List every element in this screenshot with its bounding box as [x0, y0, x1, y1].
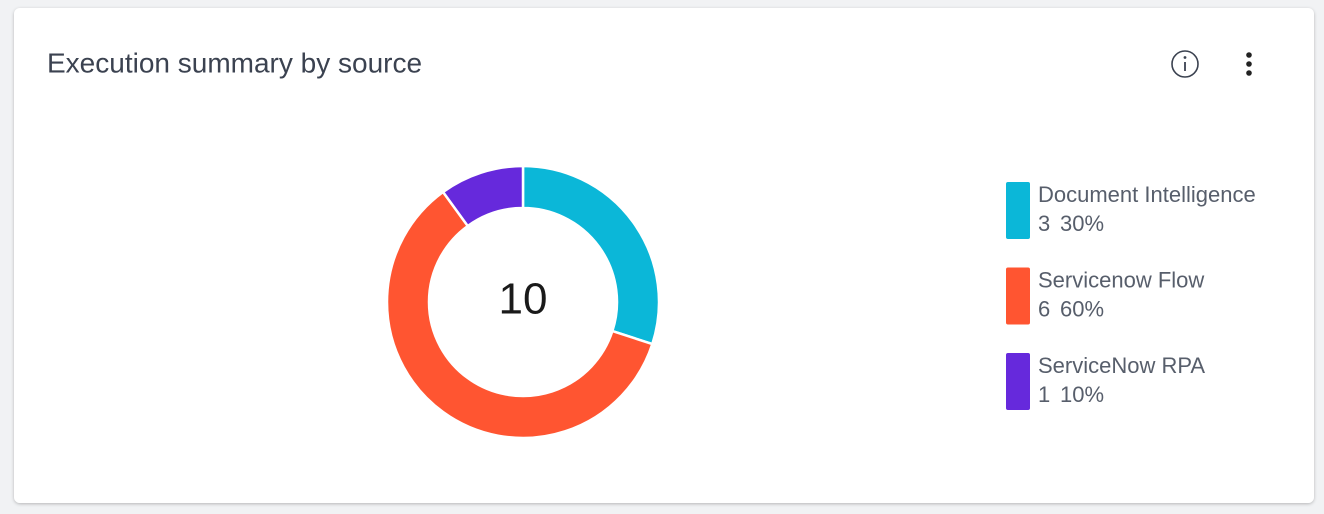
donut-slice — [441, 164, 525, 228]
card — [14, 8, 1314, 503]
donut-slice — [521, 164, 661, 346]
info-button[interactable] — [1171, 50, 1199, 78]
menu-dot — [1246, 52, 1252, 58]
legend: Document Intelligence 3 30% Servicenow Flow… — [1006, 182, 1256, 410]
menu-dot — [1246, 61, 1252, 67]
info-dot — [1183, 56, 1187, 59]
donut-total: 10 — [499, 275, 548, 324]
info-icon — [1171, 50, 1199, 78]
menu-dot — [1246, 70, 1252, 76]
legend-swatch — [1006, 182, 1030, 239]
legend-value: 1 — [1038, 382, 1050, 407]
legend-share: 10% — [1060, 382, 1104, 407]
legend-value: 6 — [1038, 296, 1050, 321]
legend-value: 3 — [1038, 211, 1050, 236]
donut — [385, 164, 661, 440]
chart-title: Execution summary by source — [47, 47, 422, 78]
legend-swatch — [1006, 353, 1030, 410]
legend-swatch — [1006, 267, 1030, 325]
menu-button[interactable] — [1246, 52, 1252, 76]
donut-slice — [385, 190, 654, 440]
legend-label: Document Intelligence — [1038, 182, 1256, 207]
legend-label: Servicenow Flow — [1038, 267, 1204, 292]
legend-label: ServiceNow RPA — [1038, 353, 1205, 378]
legend-share: 60% — [1060, 296, 1104, 321]
legend-share: 30% — [1060, 211, 1104, 236]
